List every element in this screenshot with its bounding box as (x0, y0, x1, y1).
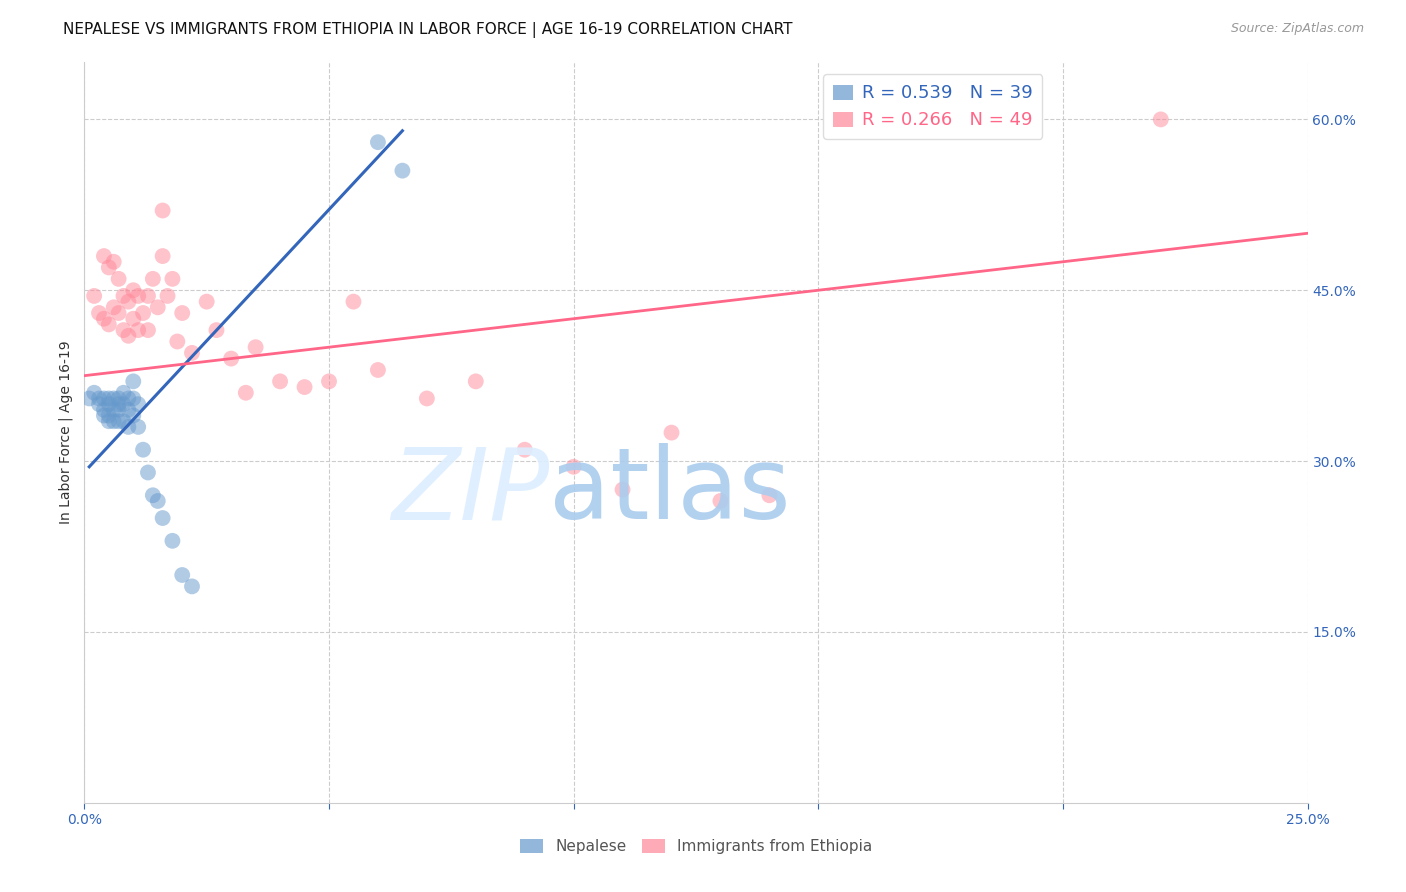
Point (132, 306, 155, 320)
Point (162, 533, 184, 548)
Point (205, 323, 228, 337)
Point (416, 392, 439, 406)
Text: Source: ZipAtlas.com: Source: ZipAtlas.com (1230, 22, 1364, 36)
Point (103, 402, 125, 417)
Point (112, 385, 135, 400)
Point (97, 409, 120, 423)
Point (97, 260, 120, 275)
Point (367, 363, 389, 377)
Point (107, 306, 129, 320)
Point (103, 414, 125, 428)
Point (93, 392, 115, 406)
Point (122, 311, 145, 326)
Point (181, 579, 204, 593)
Point (103, 301, 125, 315)
Point (195, 294, 218, 309)
Point (342, 294, 364, 309)
Point (146, 301, 169, 315)
Y-axis label: In Labor Force | Age 16-19: In Labor Force | Age 16-19 (59, 341, 73, 524)
Point (107, 272, 129, 286)
Point (112, 414, 135, 428)
Point (122, 375, 145, 389)
Point (758, 488, 780, 502)
Point (117, 402, 139, 417)
Legend: Nepalese, Immigrants from Ethiopia: Nepalese, Immigrants from Ethiopia (512, 831, 880, 862)
Point (83, 385, 105, 400)
Point (122, 283, 145, 297)
Point (132, 442, 155, 457)
Point (172, 306, 194, 320)
Point (103, 392, 125, 406)
Point (117, 420, 139, 434)
Point (127, 397, 149, 411)
Point (97, 318, 120, 332)
Point (146, 494, 169, 508)
Point (93, 311, 115, 326)
Point (156, 289, 179, 303)
Point (709, 494, 731, 508)
Point (269, 375, 291, 389)
Point (162, 272, 184, 286)
Point (235, 385, 257, 400)
Point (367, 135, 389, 149)
Point (77, 392, 100, 406)
Point (152, 249, 174, 263)
Point (87, 397, 110, 411)
Point (107, 414, 129, 428)
Point (103, 254, 125, 268)
Point (1150, 112, 1173, 127)
Point (513, 442, 536, 457)
Point (152, 203, 174, 218)
Text: NEPALESE VS IMMIGRANTS FROM ETHIOPIA IN LABOR FORCE | AGE 16-19 CORRELATION CHAR: NEPALESE VS IMMIGRANTS FROM ETHIOPIA IN … (63, 22, 793, 38)
Point (294, 380, 316, 394)
Point (87, 306, 110, 320)
Point (181, 346, 204, 360)
Point (107, 397, 129, 411)
Point (166, 334, 188, 349)
Point (112, 323, 135, 337)
Point (97, 397, 120, 411)
Text: atlas: atlas (550, 443, 790, 541)
Point (136, 323, 159, 337)
Point (127, 323, 149, 337)
Point (117, 392, 139, 406)
Point (93, 409, 115, 423)
Point (112, 397, 135, 411)
Point (117, 294, 139, 309)
Point (136, 289, 159, 303)
Point (127, 420, 149, 434)
Point (107, 402, 129, 417)
Point (127, 289, 149, 303)
Point (142, 272, 165, 286)
Point (152, 511, 174, 525)
Point (318, 375, 340, 389)
Point (612, 483, 634, 497)
Point (83, 289, 105, 303)
Point (93, 402, 115, 417)
Point (97, 414, 120, 428)
Point (122, 392, 145, 406)
Point (87, 392, 110, 406)
Point (97, 392, 120, 406)
Point (107, 392, 129, 406)
Point (112, 289, 135, 303)
Point (661, 425, 683, 440)
Point (219, 351, 242, 366)
Point (245, 340, 267, 354)
Text: ZIP: ZIP (391, 443, 550, 541)
Point (122, 409, 145, 423)
Point (93, 249, 115, 263)
Point (391, 163, 413, 178)
Point (136, 466, 159, 480)
Point (142, 488, 165, 502)
Point (117, 328, 139, 343)
Point (172, 568, 194, 582)
Point (562, 459, 585, 474)
Point (464, 375, 486, 389)
